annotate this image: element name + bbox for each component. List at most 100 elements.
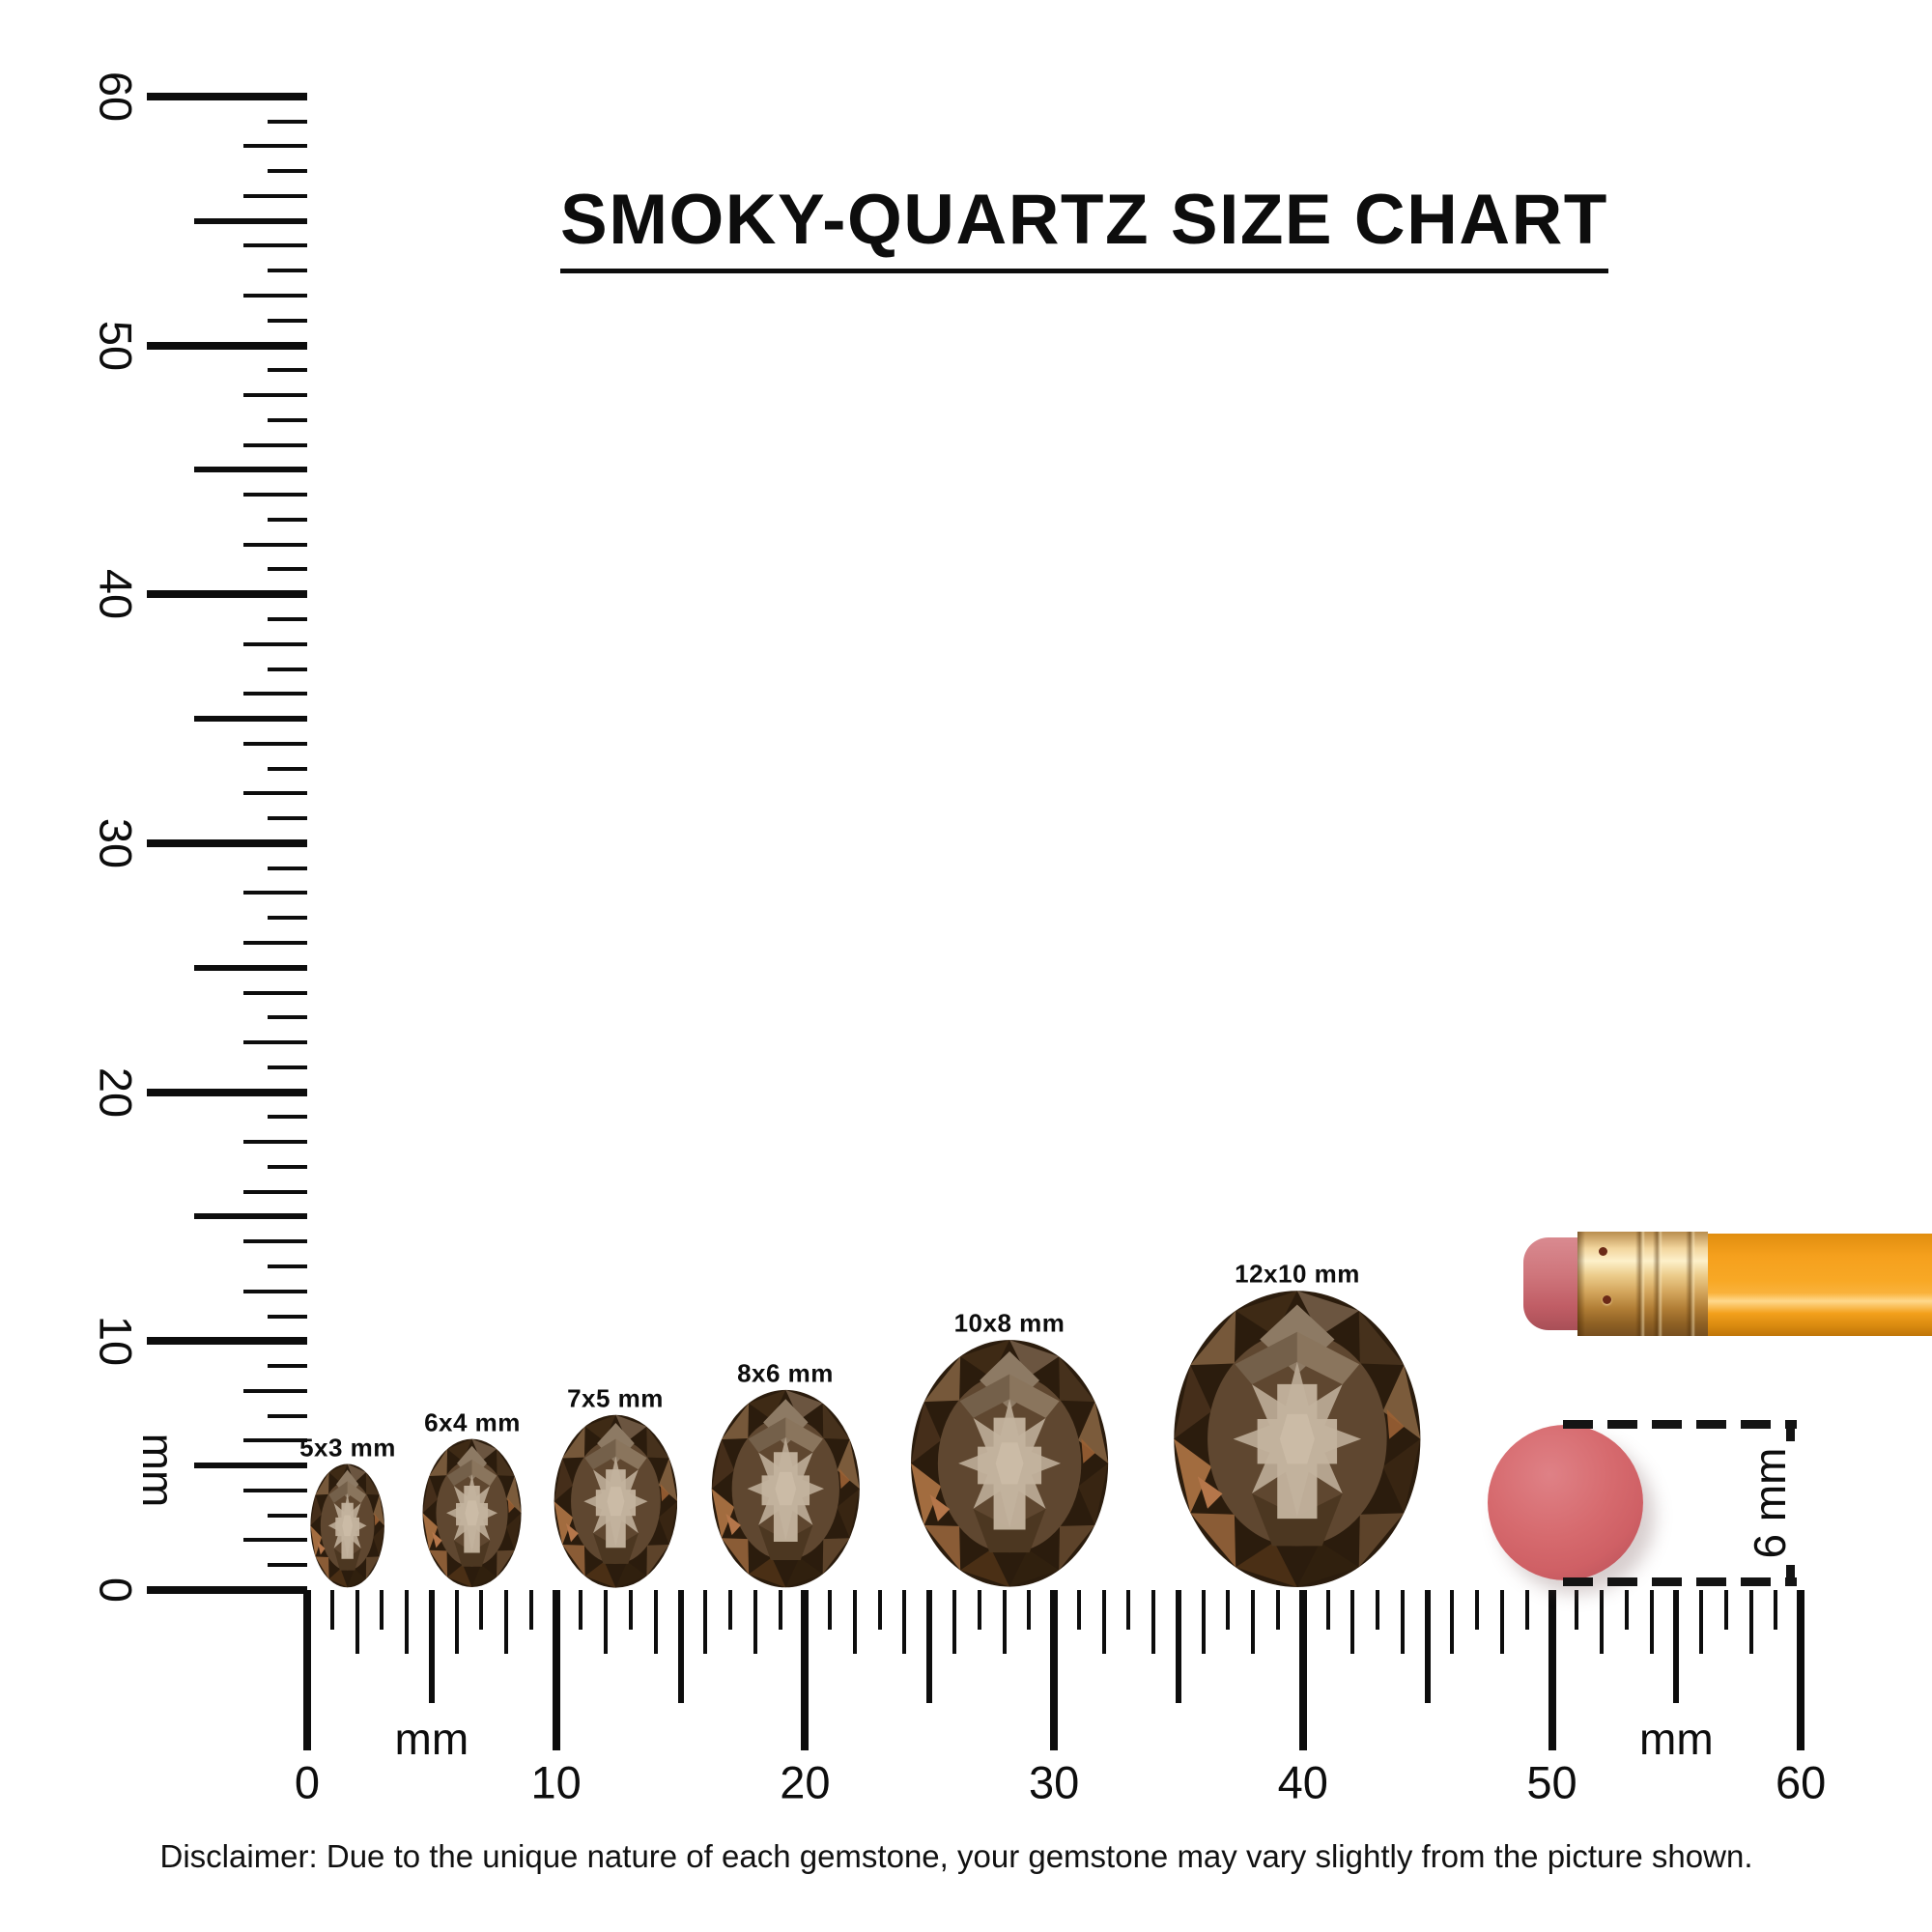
horizontal-ruler-tick — [1649, 1590, 1654, 1654]
vertical-ruler-tick — [243, 243, 307, 248]
vertical-ruler-tick — [147, 341, 307, 350]
horizontal-ruler-tick — [604, 1590, 609, 1654]
horizontal-ruler-tick — [1175, 1590, 1181, 1703]
horizontal-ruler-tick — [1325, 1590, 1330, 1630]
horizontal-ruler-tick — [1524, 1590, 1529, 1630]
ferrule-edge-shadow — [1577, 1232, 1585, 1336]
horizontal-ruler-tick — [1774, 1590, 1778, 1630]
horizontal-ruler-tick — [653, 1590, 658, 1654]
vertical-ruler-tick — [268, 517, 307, 522]
vertical-ruler-tick — [268, 1065, 307, 1069]
horizontal-ruler-tick — [1575, 1590, 1579, 1630]
horizontal-ruler-number: 50 — [1526, 1756, 1577, 1808]
vertical-ruler-tick — [243, 1140, 307, 1145]
ferrule-groove — [1653, 1232, 1662, 1336]
vertical-ruler-number: 50 — [90, 320, 142, 371]
vertical-ruler-unit-label: mm — [133, 1433, 184, 1508]
vertical-ruler-tick — [243, 1488, 307, 1492]
pencil-eraser-tip — [1523, 1237, 1579, 1330]
horizontal-ruler-tick — [1276, 1590, 1281, 1630]
horizontal-ruler-tick — [1699, 1590, 1704, 1654]
vertical-ruler-tick — [268, 1513, 307, 1518]
horizontal-ruler-tick — [1797, 1590, 1805, 1750]
vertical-ruler-tick — [268, 1015, 307, 1020]
horizontal-ruler-number: 30 — [1028, 1756, 1080, 1808]
pencil-body — [1708, 1234, 1932, 1336]
vertical-ruler-tick — [194, 1463, 307, 1469]
vertical-ruler-tick — [243, 940, 307, 945]
vertical-ruler-tick — [268, 269, 307, 273]
horizontal-ruler-tick — [528, 1590, 533, 1630]
horizontal-ruler-tick — [877, 1590, 882, 1630]
horizontal-ruler-number: 40 — [1277, 1756, 1328, 1808]
horizontal-ruler-tick — [677, 1590, 684, 1703]
horizontal-ruler-tick — [355, 1590, 359, 1654]
horizontal-ruler-tick — [629, 1590, 633, 1630]
horizontal-ruler-tick — [1076, 1590, 1081, 1630]
gem-size-label: 12x10 mm — [1235, 1259, 1360, 1289]
vertical-ruler-tick — [147, 1586, 307, 1594]
horizontal-ruler-tick — [1251, 1590, 1256, 1654]
gem-7x5mm — [554, 1414, 677, 1588]
vertical-ruler-number: 40 — [90, 569, 142, 620]
vertical-ruler-tick — [243, 442, 307, 447]
horizontal-ruler-tick — [504, 1590, 509, 1654]
vertical-ruler-tick — [243, 1538, 307, 1543]
pencil-illustration — [1523, 1232, 1932, 1338]
vertical-ruler-tick — [268, 1364, 307, 1369]
vertical-ruler-tick — [243, 144, 307, 149]
vertical-ruler-number: 10 — [90, 1316, 142, 1367]
horizontal-ruler-tick — [1002, 1590, 1007, 1654]
horizontal-ruler-tick — [552, 1590, 560, 1750]
vertical-ruler-tick — [243, 791, 307, 796]
horizontal-ruler-tick — [1126, 1590, 1131, 1630]
horizontal-ruler-tick — [1027, 1590, 1032, 1630]
vertical-ruler-tick — [147, 838, 307, 847]
pencil-ferrule — [1577, 1232, 1708, 1336]
horizontal-ruler-tick — [1748, 1590, 1753, 1654]
vertical-ruler-tick — [243, 692, 307, 696]
vertical-ruler-number: 30 — [90, 817, 142, 869]
horizontal-ruler-tick — [1624, 1590, 1629, 1630]
vertical-ruler-tick — [243, 542, 307, 547]
horizontal-ruler-tick — [1723, 1590, 1728, 1630]
vertical-ruler-tick — [268, 368, 307, 373]
measure-end-tick — [1786, 1565, 1795, 1586]
horizontal-ruler-tick — [852, 1590, 857, 1654]
vertical-ruler-tick — [243, 1189, 307, 1194]
vertical-ruler-tick — [194, 964, 307, 971]
vertical-ruler-tick — [147, 1088, 307, 1096]
disclaimer-text: Disclaimer: Due to the unique nature of … — [159, 1838, 1753, 1874]
horizontal-ruler-number: 60 — [1776, 1756, 1827, 1808]
vertical-ruler-number: 0 — [90, 1577, 142, 1604]
ferrule-rivet-dot — [1599, 1247, 1607, 1256]
vertical-ruler-number: 20 — [90, 1066, 142, 1118]
horizontal-ruler-tick — [1226, 1590, 1231, 1630]
gem-5x3mm — [310, 1463, 385, 1588]
vertical-ruler-tick — [268, 1413, 307, 1418]
horizontal-ruler-tick — [1499, 1590, 1504, 1654]
vertical-ruler-number: 60 — [90, 71, 142, 122]
vertical-ruler-tick — [243, 493, 307, 497]
vertical-ruler-tick — [268, 866, 307, 870]
vertical-ruler-tick — [268, 616, 307, 621]
vertical-ruler-tick — [268, 916, 307, 921]
vertical-ruler-tick — [268, 119, 307, 124]
vertical-ruler-tick — [268, 1563, 307, 1568]
vertical-ruler-tick — [194, 716, 307, 723]
horizontal-ruler-tick — [1475, 1590, 1480, 1630]
measure-dash-bottom — [1563, 1577, 1797, 1586]
vertical-ruler-tick — [268, 169, 307, 174]
horizontal-ruler-number: 20 — [780, 1756, 831, 1808]
horizontal-ruler-tick — [1101, 1590, 1106, 1654]
horizontal-ruler-tick — [1450, 1590, 1455, 1654]
gem-8x6mm — [711, 1389, 860, 1588]
horizontal-ruler-tick — [753, 1590, 757, 1654]
horizontal-ruler-unit-label: mm — [1639, 1714, 1714, 1764]
horizontal-ruler-tick — [801, 1590, 810, 1750]
vertical-ruler-tick — [268, 1264, 307, 1268]
horizontal-ruler-tick — [428, 1590, 435, 1703]
horizontal-ruler-unit-label: mm — [394, 1714, 469, 1764]
horizontal-ruler-tick — [728, 1590, 733, 1630]
